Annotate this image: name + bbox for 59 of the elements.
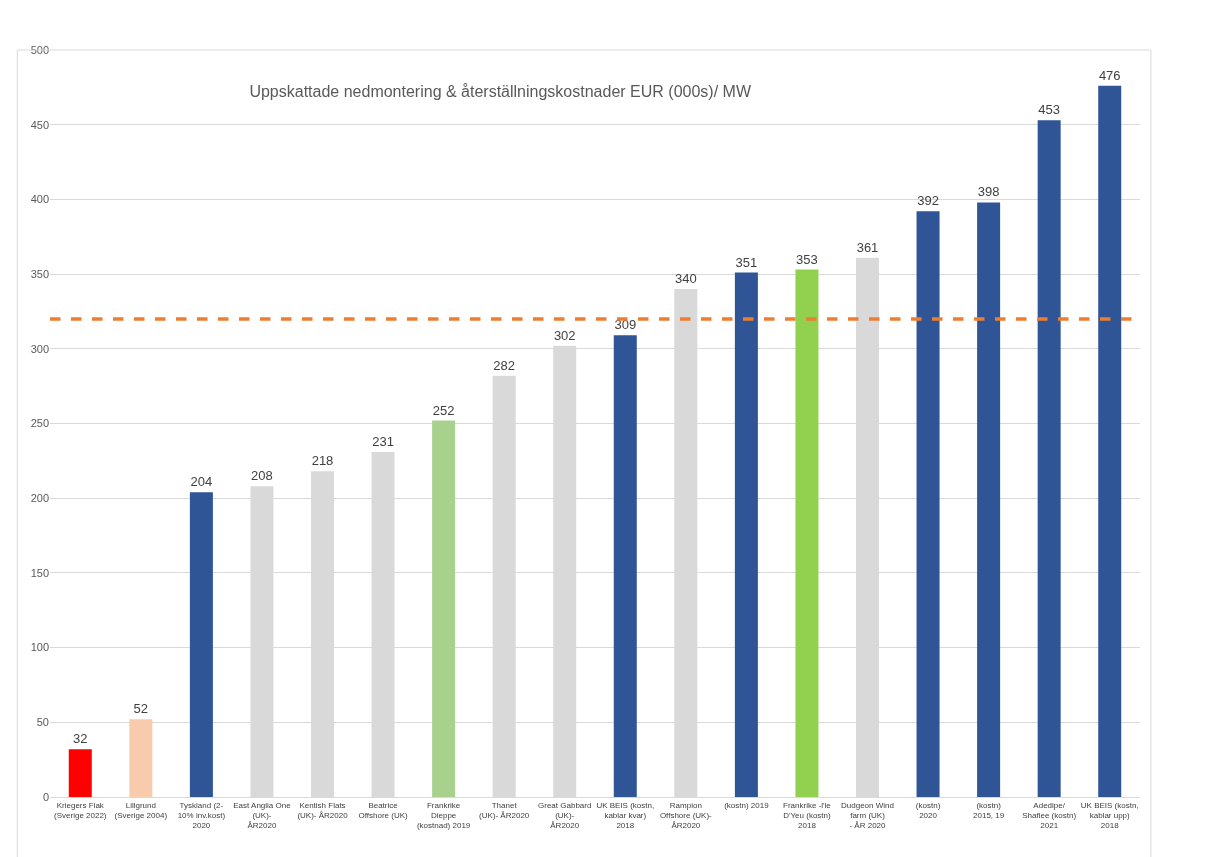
x-tick-label: Kriegers Flak (Sverige 2022) [54,800,107,820]
y-tick-label: 200 [30,492,49,505]
data-label: 361 [856,239,879,255]
x-tick-label: Kentish Flats (UK)- ÅR2020 [297,800,349,820]
data-label: 32 [73,731,88,747]
x-tick-label: Lillgrund (Sverige 2004) [114,800,168,820]
data-label: 218 [311,453,334,469]
data-label: 453 [1038,102,1061,118]
data-label: 282 [493,357,516,373]
data-label: 231 [372,433,394,449]
x-tick-label: Great Gabbard (UK)- ÅR2020 [538,800,592,831]
y-tick-label: 250 [30,417,49,430]
data-label: 52 [133,701,149,717]
data-label: 204 [190,474,213,490]
bar [129,719,153,797]
data-label: 208 [251,468,273,484]
bar [795,269,819,797]
y-tick-label: 400 [30,193,49,206]
y-tick-label: 300 [30,342,49,355]
x-tick-label: Tyskland (2- 10% inv.kost) 2020 [177,800,226,831]
y-tick-label: 350 [30,267,49,280]
x-tick-label: Thanet (UK)- ÅR2020 [479,800,530,820]
bar [977,202,1001,797]
x-tick-label: UK BEIS (kostn, kablar upp) 2018 [1080,800,1139,831]
bar [432,420,456,797]
x-tick-label: UK BEIS (kostn, kablar kvar) 2018 [596,800,655,831]
bar [1037,120,1061,797]
x-tick-label: (kostn) 2020 [915,800,941,820]
data-label: 398 [977,184,1000,200]
y-tick-label: 450 [30,118,49,131]
x-tick-label: (kostn) 2015, 19 [973,800,1005,820]
bar [613,335,637,797]
y-tick-label: 150 [30,566,49,579]
data-label: 340 [674,271,697,287]
data-label: 302 [553,327,576,343]
data-label: 353 [796,251,818,267]
bar [916,211,940,797]
x-tick-label: Rampion Offshore (UK)- ÅR2020 [659,800,713,831]
data-label: 392 [917,193,939,209]
y-tick-label: 500 [30,43,49,56]
x-tick-label: Dudgeon Wind farm (UK) - ÅR 2020 [841,800,894,831]
y-tick-label: 100 [30,641,49,654]
bar [189,492,213,797]
x-tick-label: (kostn) 2019 [724,800,770,810]
x-tick-label: Frankrike -l'le D'Yeu (kostn) 2018 [783,800,832,831]
y-tick-label: 0 [42,790,49,803]
x-tick-label: Adedipe/ Shafiee (kostn) 2021 [1022,800,1077,831]
bar [734,272,758,797]
data-label: 252 [432,402,455,418]
data-label: 476 [1098,67,1121,83]
data-label: 309 [614,317,637,333]
data-label: 351 [735,254,758,270]
bar [1098,85,1122,797]
x-tick-label: Beatrice Offshore (UK) [358,800,408,820]
x-tick-label: Frankrike Dieppe (kostnad) 2019 [416,800,471,831]
y-tick-label: 50 [36,716,49,729]
text: Uppskattade nedmontering & återställningskostnader EUR (000s)/ MW [249,82,752,100]
bar [68,749,92,797]
x-tick-label: East Anglia One (UK)- ÅR2020 [233,800,292,831]
